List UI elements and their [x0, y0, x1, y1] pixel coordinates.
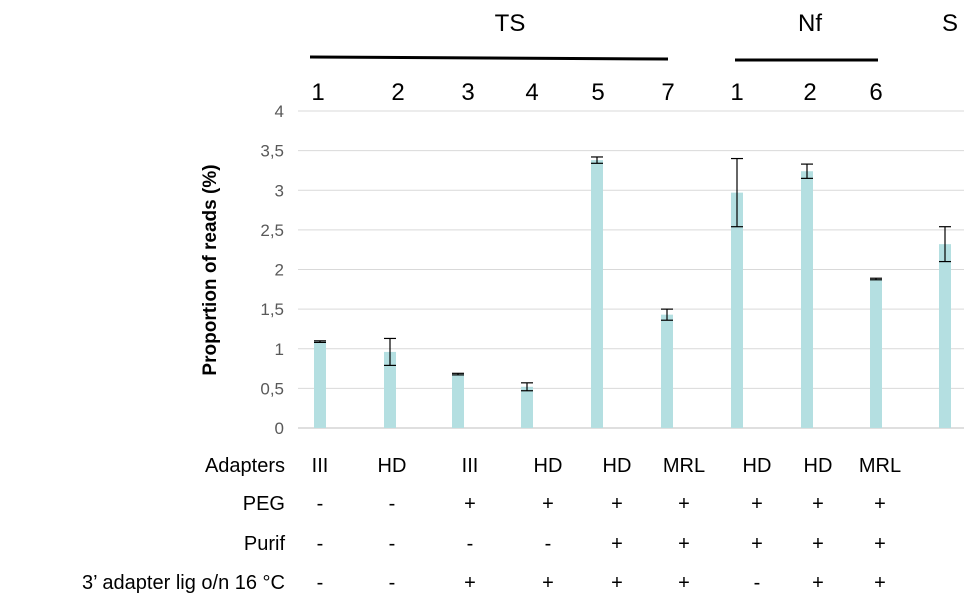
y-tick-label: 0,5	[260, 379, 284, 398]
bar	[452, 374, 464, 428]
row-label: PEG	[243, 493, 285, 515]
y-tick-label: 3	[275, 181, 284, 200]
y-axis-ticks: 0 0,5 1 1,5 2 2,5 3 3,5 4	[260, 102, 284, 438]
table-cell: +	[812, 533, 824, 555]
lane-number: 2	[391, 79, 404, 106]
table-cell: III	[462, 455, 479, 477]
bars	[314, 160, 951, 429]
group-label: TS	[495, 10, 526, 37]
lane-number: 1	[311, 79, 324, 106]
table-cell: -	[317, 572, 324, 594]
row-label: 3’ adapter lig o/n 16 °C	[82, 572, 285, 594]
y-tick-label: 2,5	[260, 221, 284, 240]
bar	[384, 351, 396, 428]
table-cell: -	[389, 572, 396, 594]
row-label: Purif	[244, 533, 286, 555]
group-headers: TS Nf S	[309, 10, 958, 62]
table-cell: +	[542, 493, 554, 515]
group-label: Nf	[798, 10, 822, 37]
y-tick-label: 0	[275, 419, 284, 438]
y-tick-label: 2	[275, 261, 284, 280]
table-cell: +	[874, 493, 886, 515]
bar	[314, 341, 326, 428]
bar	[870, 279, 882, 428]
table-cell: +	[812, 572, 824, 594]
table-cell: MRL	[859, 455, 901, 477]
gridlines	[298, 110, 964, 429]
bar	[521, 386, 533, 428]
table-cell: HD	[534, 455, 563, 477]
table-cell: +	[611, 572, 623, 594]
table-cell: +	[678, 493, 690, 515]
table-cell: +	[542, 572, 554, 594]
group-label: S	[942, 10, 958, 37]
y-tick-label: 1	[275, 340, 284, 359]
row-label: Adapters	[205, 455, 285, 477]
lane-number: 2	[803, 79, 816, 106]
table-cell: +	[611, 533, 623, 555]
table-cell: +	[874, 572, 886, 594]
table-cell: HD	[743, 455, 772, 477]
table-cell: HD	[804, 455, 833, 477]
bar	[731, 192, 743, 428]
table-cell: HD	[603, 455, 632, 477]
bar	[661, 314, 673, 428]
table-cell: -	[317, 493, 324, 515]
table-cell: -	[545, 533, 552, 555]
table-cell: HD	[378, 455, 407, 477]
y-tick-label: 1,5	[260, 300, 284, 319]
table-cell: +	[678, 572, 690, 594]
table-cell: +	[874, 533, 886, 555]
bar	[801, 171, 813, 429]
lane-number: 1	[730, 79, 743, 106]
table-cell: MRL	[663, 455, 705, 477]
table-cell: -	[467, 533, 474, 555]
y-tick-label: 4	[275, 102, 284, 121]
table-cell: -	[754, 572, 761, 594]
group-bracket	[309, 55, 669, 61]
table-cell: +	[812, 493, 824, 515]
table-cell: +	[751, 533, 763, 555]
table-cell: +	[751, 493, 763, 515]
table-cell: +	[611, 493, 623, 515]
lane-number: 6	[869, 79, 882, 106]
lane-number: 4	[525, 79, 538, 106]
condition-table: Adapters III HD III HD HD MRL HD HD MRL PEG - - + + + + +…	[82, 455, 901, 594]
lane-number: 5	[591, 79, 604, 106]
y-axis-label: Proportion of reads (%)	[200, 164, 221, 375]
lane-number: 7	[661, 79, 674, 106]
y-tick-label: 3,5	[260, 142, 284, 161]
table-cell: +	[678, 533, 690, 555]
table-cell: -	[317, 533, 324, 555]
table-cell: -	[389, 493, 396, 515]
table-cell: -	[389, 533, 396, 555]
table-cell: +	[464, 493, 476, 515]
lane-numbers: 1 2 3 4 5 7 1 2 6	[311, 79, 882, 106]
table-cell: +	[464, 572, 476, 594]
table-cell: III	[312, 455, 329, 477]
error-bars	[314, 156, 951, 392]
bar	[591, 160, 603, 428]
lane-number: 3	[461, 79, 474, 106]
bar	[939, 244, 951, 428]
